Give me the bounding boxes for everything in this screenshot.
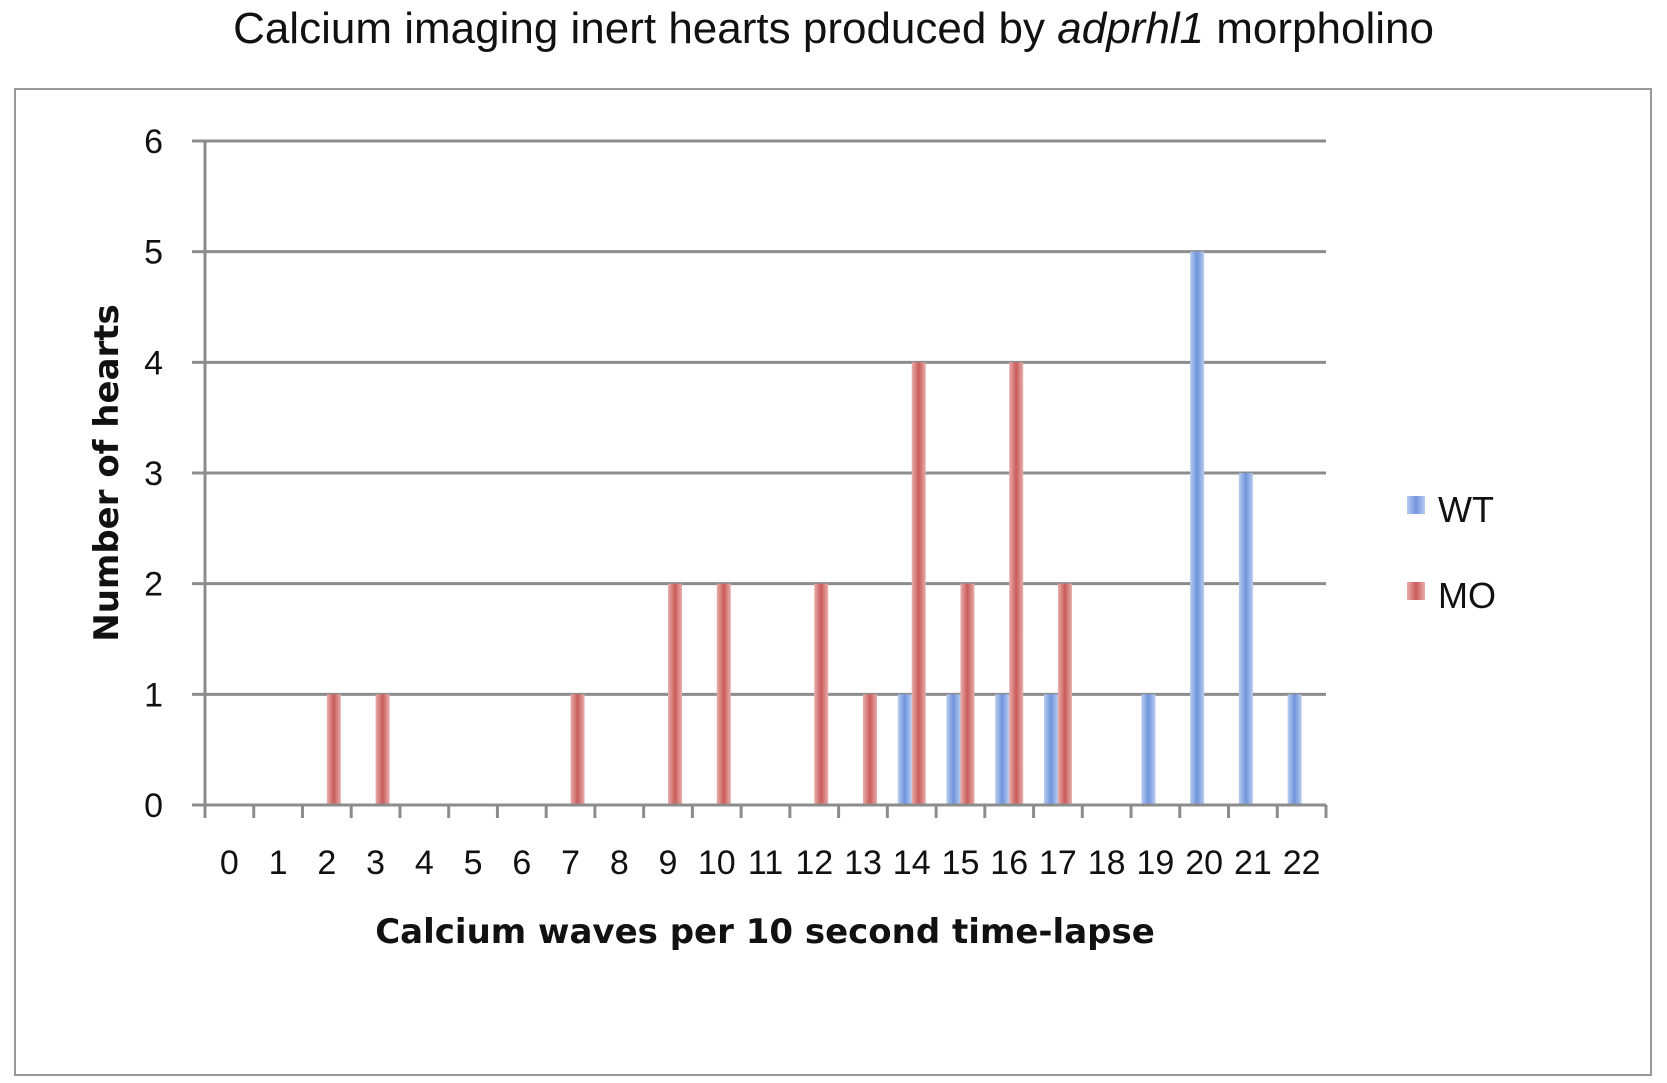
x-tick-label-11: 11: [748, 844, 783, 882]
x-tick-label-6: 6: [512, 844, 531, 882]
bar-mo-10: [716, 583, 731, 805]
x-tick-label-3: 3: [366, 844, 385, 882]
bar-mo-3: [375, 694, 390, 805]
x-tick-label-20: 20: [1185, 844, 1223, 882]
x-tick-labels: 0 1 2 3 4 5 6 7 8 9 10 11 12 13 14 15 16 17 18 19 20 21 22: [220, 844, 1321, 882]
y-axis-title: Number of hearts: [87, 304, 127, 642]
x-tick-label-15: 15: [942, 844, 980, 882]
bar-mo-13: [862, 694, 877, 805]
x-tick-label-12: 12: [795, 844, 833, 882]
x-tick-label-0: 0: [220, 844, 239, 882]
gridlines: [205, 139, 1326, 696]
bar-mo-17: [1057, 583, 1072, 805]
bar-wt-22: [1287, 694, 1302, 805]
y-tick-label-1: 1: [144, 676, 163, 714]
bar-wt-14: [897, 694, 912, 805]
y-tick-label-5: 5: [144, 234, 163, 272]
bar-wt-19: [1141, 694, 1156, 805]
chart-title-gene: adprhl1: [1057, 4, 1205, 53]
x-tick-label-18: 18: [1088, 844, 1126, 882]
bar-wt-15: [946, 694, 961, 805]
bar-wt-21: [1238, 473, 1253, 805]
x-tick-label-4: 4: [415, 844, 434, 882]
bar-mo-7: [570, 694, 585, 805]
legend: WT MO: [1407, 489, 1496, 616]
x-tick-label-8: 8: [610, 844, 629, 882]
bar-mo-2: [326, 694, 341, 805]
axes: [192, 139, 1328, 818]
x-tick-label-10: 10: [698, 844, 736, 882]
x-tick-label-1: 1: [269, 844, 288, 882]
legend-swatch-mo: [1407, 582, 1425, 600]
bar-mo-16: [1009, 362, 1024, 805]
legend-swatch-wt: [1407, 496, 1425, 514]
x-tick-label-5: 5: [464, 844, 483, 882]
x-tick-label-21: 21: [1234, 844, 1272, 882]
bars: [326, 251, 1302, 805]
y-tick-labels: 0 1 2 3 4 5 6: [144, 123, 163, 825]
bar-wt-20: [1190, 251, 1205, 805]
bar-mo-15: [960, 583, 975, 805]
bar-mo-14: [911, 362, 926, 805]
x-tick-label-9: 9: [659, 844, 678, 882]
y-tick-label-6: 6: [144, 123, 163, 161]
y-tick-label-0: 0: [144, 787, 163, 825]
chart-title-suffix: morpholino: [1204, 4, 1434, 53]
x-tick-label-14: 14: [893, 844, 931, 882]
x-axis-title: Calcium waves per 10 second time-lapse: [375, 912, 1155, 952]
x-tick-label-22: 22: [1283, 844, 1321, 882]
x-tick-label-13: 13: [844, 844, 882, 882]
bar-wt-17: [1043, 694, 1058, 805]
x-tick-label-19: 19: [1136, 844, 1174, 882]
x-tick-label-7: 7: [561, 844, 580, 882]
x-tick-label-17: 17: [1039, 844, 1077, 882]
legend-label-wt: WT: [1438, 489, 1494, 530]
chart-title-prefix: Calcium imaging inert hearts produced by: [233, 4, 1058, 53]
x-tick-label-16: 16: [990, 844, 1028, 882]
bar-mo-12: [814, 583, 829, 805]
bar-wt-16: [995, 694, 1010, 805]
bar-mo-9: [668, 583, 683, 805]
y-tick-label-4: 4: [144, 344, 163, 382]
legend-label-mo: MO: [1438, 575, 1496, 616]
y-tick-label-3: 3: [144, 455, 163, 493]
chart-title: Calcium imaging inert hearts produced by…: [0, 4, 1667, 54]
chart-frame: [14, 88, 1652, 1076]
x-tick-label-2: 2: [317, 844, 336, 882]
y-tick-label-2: 2: [144, 566, 163, 604]
